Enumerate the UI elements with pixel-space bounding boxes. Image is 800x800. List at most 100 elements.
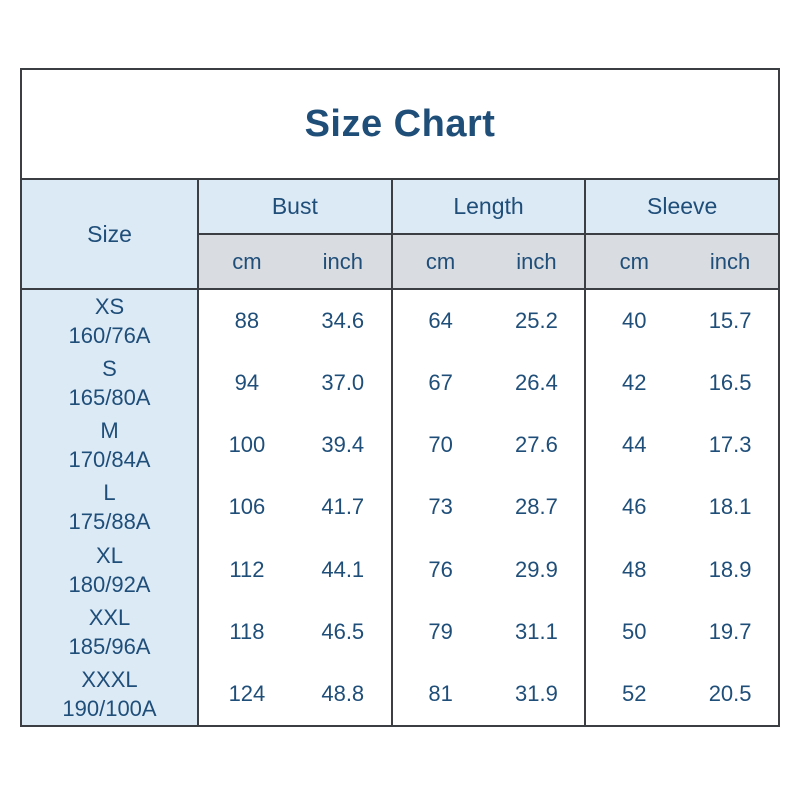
unit-header-bust: cm inch bbox=[199, 235, 391, 288]
bust-inch-value: 48.8 bbox=[321, 680, 365, 706]
bust-cm-value: 94 bbox=[234, 370, 260, 396]
group-label-row: Bust Length Sleeve bbox=[199, 180, 779, 235]
size-label: XXXL bbox=[81, 666, 138, 692]
size-spec: 185/96A bbox=[68, 633, 151, 659]
column-header-bust: Bust bbox=[199, 180, 391, 233]
sleeve-cm-value: 50 bbox=[622, 618, 647, 644]
length-inch-value: 28.7 bbox=[515, 494, 558, 520]
length-cm-value: 73 bbox=[428, 494, 453, 520]
bust-inch-value: 37.0 bbox=[321, 370, 365, 396]
size-row-xxxl: XXXL 190/100A 124 48.8 81 31.9 52 20.5 bbox=[22, 662, 779, 725]
length-cell: 73 28.7 bbox=[390, 476, 585, 539]
sleeve-cm-value: 52 bbox=[622, 680, 647, 706]
bust-cell: 118 46.5 bbox=[197, 600, 391, 663]
size-cell: XXL 185/96A bbox=[22, 600, 197, 663]
length-cm-value: 81 bbox=[428, 680, 453, 706]
size-chart-table: Size Chart Size Bust Length Sleeve cm in… bbox=[20, 68, 780, 727]
size-spec: 170/84A bbox=[68, 447, 151, 473]
size-row-l: L 175/88A 106 41.7 73 28.7 46 18.1 bbox=[22, 476, 779, 539]
sleeve-cell: 40 15.7 bbox=[584, 290, 779, 353]
size-cell: XXXL 190/100A bbox=[22, 662, 197, 725]
bust-cm-value: 118 bbox=[229, 618, 265, 644]
column-header-length: Length bbox=[390, 180, 585, 233]
length-cell: 67 26.4 bbox=[390, 352, 585, 415]
size-label: XXL bbox=[88, 604, 131, 630]
length-cell: 81 31.9 bbox=[390, 662, 585, 725]
sleeve-cell: 52 20.5 bbox=[584, 662, 779, 725]
length-cm-value: 70 bbox=[428, 432, 453, 458]
table-body: XS 160/76A 88 34.6 64 25.2 40 15.7 bbox=[22, 290, 779, 725]
size-row-xl: XL 180/92A 112 44.1 76 29.9 48 18.9 bbox=[22, 538, 779, 601]
sleeve-cm-value: 48 bbox=[622, 556, 647, 582]
size-cell: S 165/80A bbox=[22, 352, 197, 415]
size-spec: 190/100A bbox=[62, 695, 157, 721]
bust-inch-value: 39.4 bbox=[321, 432, 365, 458]
size-row-s: S 165/80A 94 37.0 67 26.4 42 16.5 bbox=[22, 352, 779, 415]
sleeve-cm-value: 46 bbox=[622, 494, 647, 520]
size-spec: 165/80A bbox=[68, 385, 151, 411]
length-inch-value: 31.9 bbox=[515, 680, 558, 706]
chart-title: Size Chart bbox=[304, 102, 496, 145]
bust-cm-value: 106 bbox=[228, 494, 266, 520]
size-cell: XL 180/92A bbox=[22, 538, 197, 601]
length-cm-value: 79 bbox=[428, 618, 453, 644]
unit-header-sleeve-inch: inch bbox=[709, 248, 751, 274]
size-label: L bbox=[103, 480, 116, 506]
length-cell: 76 29.9 bbox=[390, 538, 585, 601]
length-inch-value: 26.4 bbox=[515, 370, 558, 396]
table-header: Size Bust Length Sleeve cm inch cm inch bbox=[22, 180, 779, 290]
length-cell: 70 27.6 bbox=[390, 414, 585, 477]
length-cm-value: 64 bbox=[428, 308, 453, 334]
bust-cm-value: 88 bbox=[234, 308, 260, 334]
bust-inch-value: 44.1 bbox=[321, 556, 365, 582]
title-bar: Size Chart bbox=[22, 70, 778, 180]
bust-cell: 112 44.1 bbox=[197, 538, 391, 601]
sleeve-cm-value: 42 bbox=[622, 370, 647, 396]
length-inch-value: 31.1 bbox=[515, 618, 558, 644]
bust-cm-value: 100 bbox=[228, 432, 266, 458]
sleeve-inch-value: 15.7 bbox=[708, 308, 752, 334]
length-inch-value: 25.2 bbox=[515, 308, 558, 334]
bust-inch-value: 46.5 bbox=[321, 618, 365, 644]
size-label: M bbox=[100, 418, 119, 444]
sleeve-inch-value: 19.7 bbox=[708, 618, 752, 644]
sleeve-cell: 46 18.1 bbox=[584, 476, 779, 539]
size-label: S bbox=[102, 356, 117, 382]
size-row-xs: XS 160/76A 88 34.6 64 25.2 40 15.7 bbox=[22, 290, 779, 353]
sleeve-cm-value: 40 bbox=[622, 308, 647, 334]
unit-header-row: cm inch cm inch cm inch bbox=[199, 235, 779, 288]
bust-cell: 100 39.4 bbox=[197, 414, 391, 477]
unit-header-length: cm inch bbox=[390, 235, 585, 288]
sleeve-inch-value: 16.5 bbox=[708, 370, 752, 396]
sleeve-cell: 44 17.3 bbox=[584, 414, 779, 477]
size-cell: XS 160/76A bbox=[22, 290, 197, 353]
sleeve-cm-value: 44 bbox=[622, 432, 647, 458]
size-label: XL bbox=[96, 542, 123, 568]
bust-cell: 106 41.7 bbox=[197, 476, 391, 539]
size-label: XS bbox=[94, 294, 125, 320]
sleeve-cell: 42 16.5 bbox=[584, 352, 779, 415]
size-cell: L 175/88A bbox=[22, 476, 197, 539]
bust-inch-value: 34.6 bbox=[321, 308, 365, 334]
sleeve-inch-value: 18.9 bbox=[708, 556, 752, 582]
size-row-m: M 170/84A 100 39.4 70 27.6 44 17.3 bbox=[22, 414, 779, 477]
bust-cm-value: 112 bbox=[229, 556, 265, 582]
sleeve-inch-value: 20.5 bbox=[708, 680, 752, 706]
length-cm-value: 67 bbox=[428, 370, 453, 396]
column-header-size: Size bbox=[22, 180, 197, 288]
bust-inch-value: 41.7 bbox=[321, 494, 365, 520]
sleeve-cell: 48 18.9 bbox=[584, 538, 779, 601]
size-row-xxl: XXL 185/96A 118 46.5 79 31.1 50 19.7 bbox=[22, 600, 779, 663]
sleeve-cell: 50 19.7 bbox=[584, 600, 779, 663]
length-inch-value: 29.9 bbox=[515, 556, 558, 582]
column-header-sleeve: Sleeve bbox=[584, 180, 779, 233]
bust-cell: 88 34.6 bbox=[197, 290, 391, 353]
bust-cell: 94 37.0 bbox=[197, 352, 391, 415]
bust-cm-value: 124 bbox=[228, 680, 266, 706]
unit-header-length-cm: cm bbox=[425, 248, 456, 274]
length-cm-value: 76 bbox=[428, 556, 453, 582]
size-spec: 175/88A bbox=[68, 509, 151, 535]
size-spec: 160/76A bbox=[68, 323, 151, 349]
length-cell: 64 25.2 bbox=[390, 290, 585, 353]
